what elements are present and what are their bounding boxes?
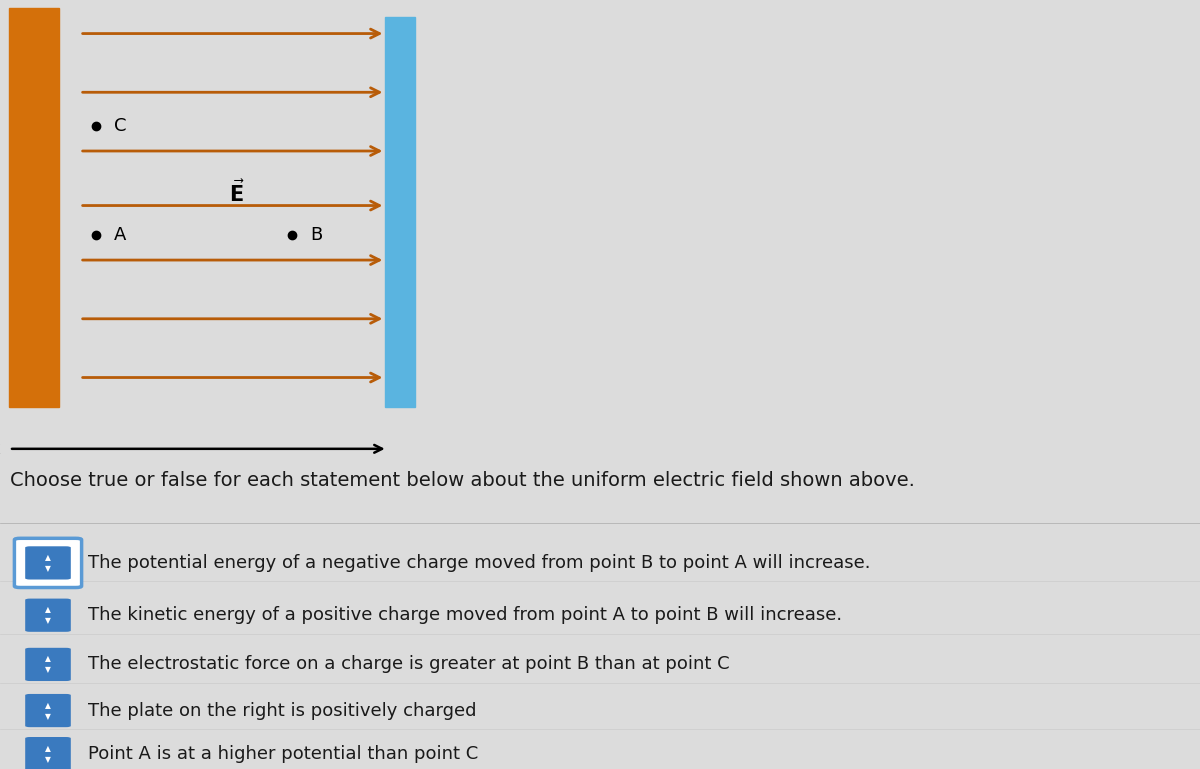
Text: The plate on the right is positively charged: The plate on the right is positively cha… <box>88 701 476 720</box>
Text: ▼: ▼ <box>46 616 50 625</box>
FancyBboxPatch shape <box>25 694 71 727</box>
Text: Point A is at a higher potential than point C: Point A is at a higher potential than po… <box>88 744 478 763</box>
Text: ▼: ▼ <box>46 564 50 573</box>
FancyBboxPatch shape <box>25 647 71 681</box>
Text: The potential energy of a negative charge moved from point B to point A will inc: The potential energy of a negative charg… <box>88 554 870 572</box>
Text: ▲: ▲ <box>46 553 50 562</box>
Text: ▲: ▲ <box>46 605 50 614</box>
FancyBboxPatch shape <box>25 737 71 769</box>
Bar <box>10 8 59 407</box>
Text: B: B <box>310 226 323 244</box>
Text: ▼: ▼ <box>46 754 50 764</box>
FancyBboxPatch shape <box>14 538 82 588</box>
Text: ▲: ▲ <box>46 744 50 753</box>
Text: ▼: ▼ <box>46 665 50 674</box>
Text: The electrostatic force on a charge is greater at point B than at point C: The electrostatic force on a charge is g… <box>88 655 730 674</box>
FancyBboxPatch shape <box>25 546 71 580</box>
Text: ▼: ▼ <box>46 711 50 721</box>
Text: ▲: ▲ <box>46 654 50 664</box>
Text: ▲: ▲ <box>46 701 50 710</box>
FancyBboxPatch shape <box>25 598 71 632</box>
Text: A: A <box>114 226 126 244</box>
Text: C: C <box>114 117 126 135</box>
Text: The kinetic energy of a positive charge moved from point A to point B will incre: The kinetic energy of a positive charge … <box>88 606 841 624</box>
Text: $\vec{\mathbf{E}}$: $\vec{\mathbf{E}}$ <box>229 179 245 206</box>
Bar <box>385 17 415 407</box>
Text: Choose true or false for each statement below about the uniform electric field s: Choose true or false for each statement … <box>10 471 914 490</box>
